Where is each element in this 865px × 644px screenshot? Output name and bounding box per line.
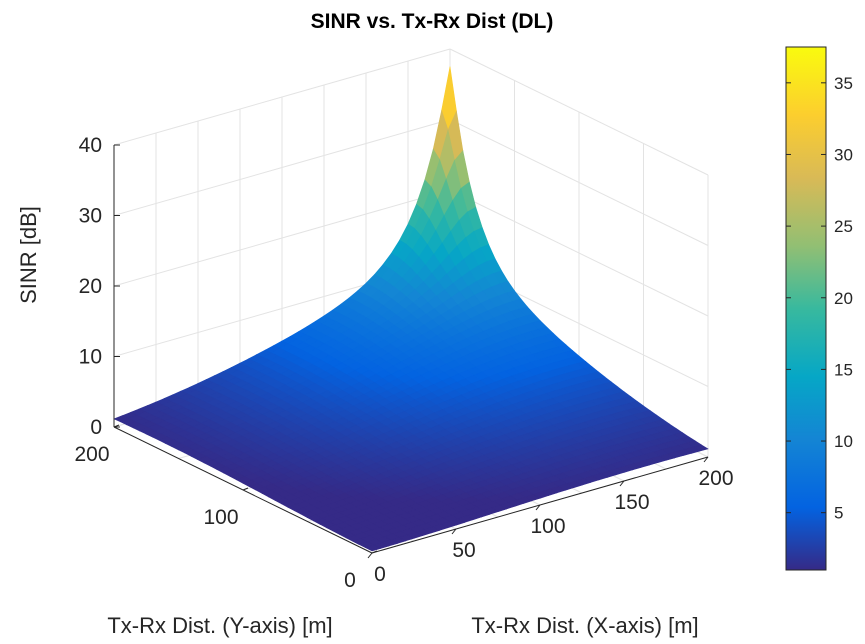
x-tick-label: 150: [614, 491, 649, 514]
wall-grid-line: [449, 48, 709, 176]
y-tick-label: 100: [203, 506, 238, 529]
chart-title: SINR vs. Tx-Rx Dist (DL): [311, 10, 554, 33]
colorbar-tick-label: 20: [834, 289, 853, 308]
surface-patch: [364, 544, 382, 552]
colorbar-tick-label: 35: [834, 74, 853, 93]
surface-mesh: [113, 66, 709, 552]
colorbar-tick-label: 5: [834, 504, 843, 523]
x-tick-label: 200: [698, 467, 733, 490]
y-tick-mark: [242, 487, 249, 491]
colorbar-tick-label: 15: [834, 360, 853, 379]
wall-grid-line: [113, 48, 451, 146]
wall-grid-line: [113, 189, 451, 287]
y-axis-label: Tx-Rx Dist. (Y-axis) [m]: [107, 613, 332, 638]
y-tick-mark: [371, 550, 378, 554]
z-tick-label: 10: [79, 346, 102, 369]
colorbar-tick-label: 25: [834, 217, 853, 236]
z-axis-label: SINR [dB]: [16, 206, 41, 304]
colorbar-gradient: [785, 46, 827, 571]
colorbar-tick-label: 30: [834, 145, 853, 164]
x-tick-mark: [535, 504, 541, 511]
colorbar-tick-label: 10: [834, 432, 853, 451]
wall-grid-line: [449, 189, 709, 317]
z-tick-label: 40: [79, 134, 102, 157]
colorbar: 5 10 15 20 25 30 35: [785, 46, 853, 571]
z-tick-label: 20: [79, 275, 102, 298]
y-tick-label: 0: [344, 569, 356, 592]
wall-grid-line: [113, 119, 451, 216]
x-tick-label: 50: [452, 539, 475, 562]
y-tick-label: 200: [74, 443, 109, 466]
x-tick-mark: [451, 528, 457, 535]
colorbar-ticks: 5 10 15 20 25 30 35: [786, 74, 853, 523]
wall-grid-line: [449, 119, 709, 246]
axes: 0 50 100 150 200 0 100 200 0 10 20 30 40: [74, 134, 733, 592]
z-tick-label: 30: [79, 205, 102, 228]
z-tick-label: 0: [90, 416, 102, 439]
x-tick-mark: [619, 480, 625, 487]
x-tick-label: 0: [374, 563, 386, 586]
x-tick-mark: [367, 552, 373, 559]
x-axis-label: Tx-Rx Dist. (X-axis) [m]: [471, 613, 698, 638]
x-tick-mark: [703, 456, 709, 463]
x-tick-label: 100: [530, 515, 565, 538]
